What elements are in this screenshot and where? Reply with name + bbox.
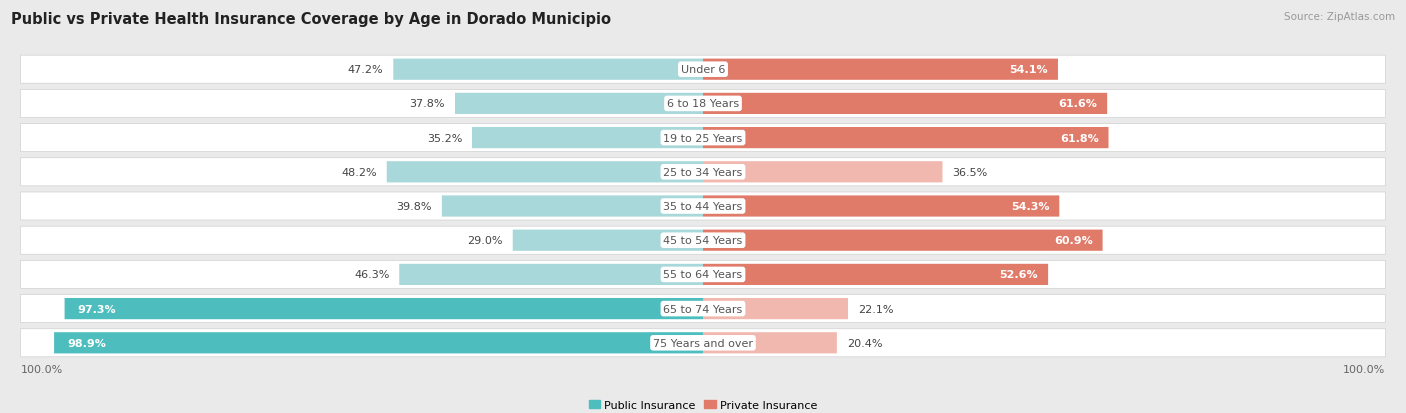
Text: Source: ZipAtlas.com: Source: ZipAtlas.com	[1284, 12, 1395, 22]
FancyBboxPatch shape	[394, 59, 703, 81]
FancyBboxPatch shape	[21, 295, 1385, 323]
FancyBboxPatch shape	[472, 128, 703, 149]
FancyBboxPatch shape	[21, 192, 1385, 221]
Text: 36.5%: 36.5%	[952, 167, 987, 177]
FancyBboxPatch shape	[703, 264, 1047, 285]
FancyBboxPatch shape	[441, 196, 703, 217]
Text: 52.6%: 52.6%	[1000, 270, 1038, 280]
FancyBboxPatch shape	[703, 59, 1057, 81]
FancyBboxPatch shape	[21, 90, 1385, 118]
FancyBboxPatch shape	[21, 227, 1385, 254]
Text: 29.0%: 29.0%	[467, 236, 503, 246]
FancyBboxPatch shape	[703, 298, 848, 319]
FancyBboxPatch shape	[456, 94, 703, 115]
Text: 19 to 25 Years: 19 to 25 Years	[664, 133, 742, 143]
FancyBboxPatch shape	[21, 56, 1385, 84]
Text: 54.1%: 54.1%	[1010, 65, 1047, 75]
Text: 6 to 18 Years: 6 to 18 Years	[666, 99, 740, 109]
Text: 35 to 44 Years: 35 to 44 Years	[664, 202, 742, 211]
FancyBboxPatch shape	[703, 162, 942, 183]
FancyBboxPatch shape	[399, 264, 703, 285]
FancyBboxPatch shape	[703, 196, 1059, 217]
Text: 46.3%: 46.3%	[354, 270, 389, 280]
FancyBboxPatch shape	[65, 298, 703, 319]
FancyBboxPatch shape	[703, 128, 1108, 149]
Text: 20.4%: 20.4%	[846, 338, 882, 348]
Text: 22.1%: 22.1%	[858, 304, 893, 314]
Text: 25 to 34 Years: 25 to 34 Years	[664, 167, 742, 177]
Text: 61.6%: 61.6%	[1059, 99, 1097, 109]
FancyBboxPatch shape	[703, 230, 1102, 251]
FancyBboxPatch shape	[513, 230, 703, 251]
FancyBboxPatch shape	[21, 159, 1385, 186]
Text: 98.9%: 98.9%	[67, 338, 105, 348]
Text: 75 Years and over: 75 Years and over	[652, 338, 754, 348]
Text: 35.2%: 35.2%	[427, 133, 463, 143]
Legend: Public Insurance, Private Insurance: Public Insurance, Private Insurance	[583, 395, 823, 413]
Text: 65 to 74 Years: 65 to 74 Years	[664, 304, 742, 314]
Text: Under 6: Under 6	[681, 65, 725, 75]
Text: 48.2%: 48.2%	[342, 167, 377, 177]
Text: 61.8%: 61.8%	[1060, 133, 1098, 143]
Text: 37.8%: 37.8%	[409, 99, 446, 109]
Text: 100.0%: 100.0%	[1343, 364, 1385, 374]
FancyBboxPatch shape	[387, 162, 703, 183]
Text: Public vs Private Health Insurance Coverage by Age in Dorado Municipio: Public vs Private Health Insurance Cover…	[11, 12, 612, 27]
Text: 60.9%: 60.9%	[1054, 236, 1092, 246]
Text: 39.8%: 39.8%	[396, 202, 432, 211]
Text: 55 to 64 Years: 55 to 64 Years	[664, 270, 742, 280]
Text: 97.3%: 97.3%	[77, 304, 117, 314]
Text: 45 to 54 Years: 45 to 54 Years	[664, 236, 742, 246]
FancyBboxPatch shape	[21, 261, 1385, 289]
FancyBboxPatch shape	[21, 329, 1385, 357]
FancyBboxPatch shape	[21, 124, 1385, 152]
FancyBboxPatch shape	[53, 332, 703, 354]
FancyBboxPatch shape	[703, 94, 1107, 115]
FancyBboxPatch shape	[703, 332, 837, 354]
Text: 100.0%: 100.0%	[21, 364, 63, 374]
Text: 54.3%: 54.3%	[1011, 202, 1049, 211]
Text: 47.2%: 47.2%	[347, 65, 384, 75]
